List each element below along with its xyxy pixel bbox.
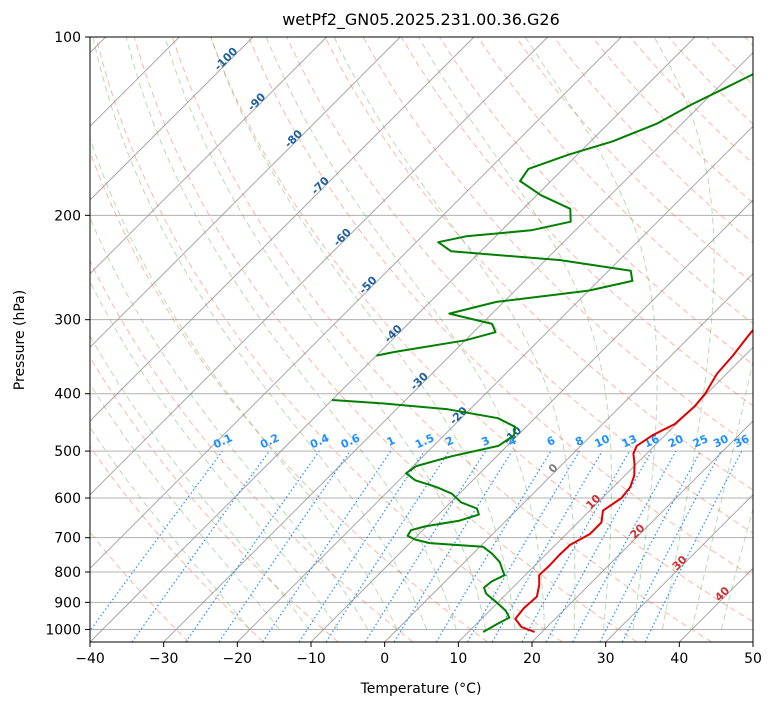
y-tick-label: 700 — [54, 531, 81, 547]
x-axis-title: Temperature (°C) — [360, 681, 482, 697]
x-tick-label: −10 — [296, 651, 326, 667]
dry-adiabat-line — [90, 259, 414, 642]
pressure-grid — [90, 37, 753, 630]
mixing-ratio-label: 36 — [732, 432, 752, 450]
mixing-ratio-lines — [90, 450, 743, 642]
isotherm-line — [310, 199, 753, 642]
mixing-ratio-line — [262, 450, 392, 642]
moist-adiabat-line — [418, 37, 613, 630]
mixing-ratio-label: 16 — [642, 432, 662, 450]
isotherm-line — [90, 37, 254, 201]
x-tick-label: −40 — [75, 651, 105, 667]
isotherm-line — [90, 37, 475, 422]
dry-adiabat-line — [90, 445, 264, 642]
x-tick-label: −20 — [223, 651, 253, 667]
dry-adiabat-line — [324, 37, 753, 491]
mixing-ratio-label: 20 — [666, 432, 686, 450]
mixing-ratio-label: 30 — [711, 432, 731, 450]
y-tick-label: 200 — [54, 208, 81, 224]
mixing-ratio-label: 10 — [593, 432, 613, 450]
moist-adiabat-line — [90, 216, 369, 630]
mixing-ratio-label: 13 — [620, 432, 639, 450]
mixing-ratio-line — [90, 450, 223, 632]
moist-adiabat-line — [524, 37, 658, 630]
plot-frame — [89, 36, 754, 643]
moist-adiabat-line — [92, 37, 428, 630]
moist-adiabat-line — [653, 37, 715, 630]
dry-adiabats — [90, 37, 753, 642]
y-tick-label: 100 — [54, 30, 81, 46]
mixing-ratio-line — [131, 450, 270, 642]
isotherm-line — [90, 37, 401, 349]
isotherm-line — [90, 37, 622, 570]
y-tick-label: 800 — [54, 565, 81, 581]
mixing-ratio-label: 25 — [691, 432, 710, 450]
sounding-series — [331, 73, 753, 633]
mixing-ratio-line — [644, 450, 743, 642]
mixing-ratio-line — [393, 450, 513, 642]
isotherm-line — [90, 37, 549, 496]
moist-adiabats — [90, 37, 753, 630]
temperature-line — [514, 328, 753, 633]
chart-title: wetPf2_GN05.2025.231.00.36.G26 — [282, 10, 560, 30]
x-tick-label: 20 — [523, 651, 541, 667]
x-axis: −40 −30 −20 −10 0 10 20 30 40 50 — [75, 642, 762, 667]
x-tick-label: −30 — [149, 651, 179, 667]
isotherm-line — [531, 420, 753, 642]
moist-adiabat-line — [164, 37, 487, 630]
dry-adiabat-line — [286, 37, 753, 534]
y-tick-label: 300 — [54, 313, 81, 329]
y-axis-title: Pressure (hPa) — [12, 290, 28, 390]
mixing-ratio-line — [185, 450, 320, 642]
mixing-ratio-line — [325, 450, 450, 642]
moist-adiabat-line — [90, 136, 398, 630]
y-tick-label: 500 — [54, 444, 81, 460]
dry-adiabat-line — [171, 37, 712, 642]
x-tick-label: 40 — [670, 651, 688, 667]
y-tick-label: 900 — [54, 595, 81, 611]
y-tick-label: 400 — [54, 387, 81, 403]
mixing-ratio-line — [572, 450, 677, 642]
moist-adiabat-line — [90, 382, 280, 630]
y-tick-label: 1000 — [45, 622, 81, 638]
x-tick-label: 10 — [449, 651, 467, 667]
moist-adiabat-line — [210, 37, 516, 630]
dewpoint-line — [331, 399, 517, 633]
moist-adiabat-line — [720, 506, 753, 630]
moist-adiabat-line — [90, 334, 310, 630]
moist-adiabat-line — [265, 37, 546, 630]
mixing-ratio-line — [521, 450, 631, 642]
y-axis: 100 200 300 400 500 600 700 800 900 1000 — [45, 30, 90, 638]
moist-adiabat-line — [90, 280, 339, 630]
moist-adiabat-line — [691, 358, 753, 630]
moist-adiabat-line — [90, 426, 251, 630]
x-tick-label: 30 — [597, 651, 615, 667]
mixing-ratio-line — [545, 450, 653, 642]
isotherm-line — [605, 493, 753, 642]
dry-adiabat-line — [515, 37, 753, 284]
isotherm-line — [90, 37, 696, 642]
mixing-ratio-line — [218, 450, 351, 642]
dry-adiabat-line — [90, 356, 339, 642]
dewpoint-line — [376, 73, 753, 357]
plot-area — [90, 37, 753, 642]
x-tick-label: 50 — [744, 651, 762, 667]
skewed-isotherms — [90, 37, 753, 642]
moist-adiabat-line — [125, 37, 457, 630]
isotherm-line — [90, 37, 328, 275]
dry-adiabat-line — [248, 37, 753, 578]
y-tick-label: 600 — [54, 491, 81, 507]
dry-adiabat-line — [95, 37, 563, 642]
x-tick-label: 0 — [380, 651, 389, 667]
isotherm-line — [457, 346, 753, 642]
isotherm-line — [384, 272, 753, 642]
dry-adiabat-line — [210, 37, 753, 623]
isotherm-line — [236, 125, 753, 642]
mixing-ratio-line — [298, 450, 425, 642]
